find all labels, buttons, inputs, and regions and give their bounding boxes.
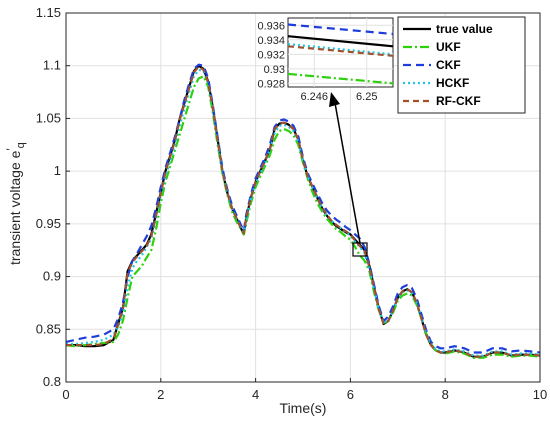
inset-x-tick-label: 6.246 [300,91,328,103]
zoom-arrow-head [329,92,340,107]
x-tick-label: 8 [442,387,449,402]
inset-line-rf-ckf [287,45,394,57]
legend-label: HCKF [436,76,469,90]
inset-series-lines [287,23,394,85]
y-tick-label: 1.05 [36,110,61,125]
main-series-lines [65,63,541,359]
y-tick-label: 0.85 [36,321,61,336]
legend-label: UKF [436,40,461,54]
legend-label: CKF [436,58,461,72]
y-tick-label: 1.1 [43,58,61,73]
x-tick-label: 2 [157,387,164,402]
y-axis-label: transient voltage e′q [4,142,27,265]
inset-line-ukf [287,72,394,85]
inset-y-tick-label: 0.93 [264,64,285,76]
legend-label: RF-CKF [436,94,481,108]
inset-y-tick-label: 0.936 [257,20,285,32]
inset-x-tick-label: 6.25 [356,91,377,103]
inset-line-true-value [287,35,394,48]
series-line-ukf [65,75,541,359]
main-ticks: 0 2 4 6 8 10 0.8 0.85 0.9 0.95 1 1.05 1.1 1.15 [36,5,548,402]
series-line-rf-ckf [66,65,541,358]
plot-frame [65,12,541,383]
x-tick-label: 10 [533,387,547,402]
zoom-arrow-line [334,102,361,244]
x-tick-label: 4 [252,387,259,402]
y-tick-label: 0.9 [43,269,61,284]
inset-y-tick-label: 0.934 [257,35,285,47]
y-tick-label: 0.95 [36,216,61,231]
inset-y-tick-label: 0.928 [257,78,285,90]
y-tick-label: 1.15 [36,5,61,20]
inset-ticks: 6.246 6.25 0.928 0.93 0.932 0.934 0.936 [257,20,377,103]
x-axis-label: Time(s) [280,400,327,416]
inset-line-ckf [287,23,394,36]
y-tick-label: 0.8 [43,374,61,389]
legend-label: true value [436,22,493,36]
legend: true value UKF CKF HCKF RF-CKF [403,22,493,108]
inset-y-tick-label: 0.932 [257,49,285,61]
x-tick-label: 6 [347,387,354,402]
x-tick-label: 0 [62,387,69,402]
y-tick-label: 1 [54,163,61,178]
